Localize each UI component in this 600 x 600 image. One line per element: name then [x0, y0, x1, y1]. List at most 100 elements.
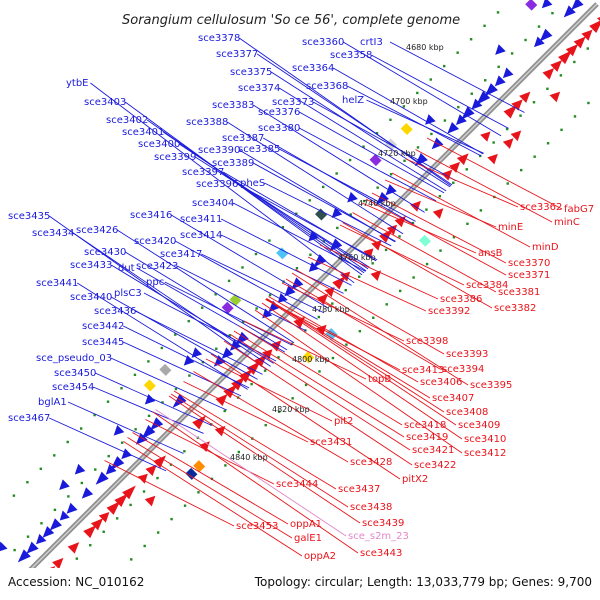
- gene-label[interactable]: sce3399: [154, 152, 196, 163]
- gene-label[interactable]: sce3435: [8, 211, 50, 222]
- gene-label[interactable]: sce3453: [236, 521, 278, 532]
- gene-label[interactable]: sce3404: [192, 198, 234, 209]
- gene-label[interactable]: sce3441: [36, 278, 78, 289]
- gene-label[interactable]: sce3440: [70, 292, 112, 303]
- gene-label[interactable]: sce3380: [258, 123, 300, 134]
- gene-label[interactable]: sce3450: [54, 368, 96, 379]
- gene-label[interactable]: sce3374: [238, 83, 280, 94]
- gene-label[interactable]: sce3395: [470, 380, 512, 391]
- gene-label[interactable]: sce3371: [508, 270, 550, 281]
- gene-label[interactable]: sce3401: [122, 127, 164, 138]
- gene-label[interactable]: sce3412: [464, 448, 506, 459]
- gene-label[interactable]: sce3442: [82, 321, 124, 332]
- gene-label[interactable]: sce3431: [310, 437, 352, 448]
- gene-label[interactable]: ansB: [478, 248, 503, 259]
- gene-label[interactable]: sce_s2m_23: [348, 531, 409, 542]
- gene-label[interactable]: sce3394: [442, 364, 484, 375]
- gene-label[interactable]: sce3417: [160, 249, 202, 260]
- gene-label[interactable]: sce3423: [136, 261, 178, 272]
- gene-label[interactable]: oppA2: [304, 551, 336, 562]
- gene-label[interactable]: sce3433: [70, 260, 112, 271]
- gene-label[interactable]: minC: [554, 217, 580, 228]
- label-leader-line: [332, 67, 484, 155]
- gene-label[interactable]: sce3428: [350, 457, 392, 468]
- tick-dot: [130, 558, 133, 561]
- gene-label[interactable]: ppc: [146, 277, 164, 288]
- gene-label[interactable]: pheS: [240, 178, 265, 189]
- gene-label[interactable]: sce3396: [196, 179, 238, 190]
- gene-label[interactable]: sce3406: [420, 377, 462, 388]
- gene-label[interactable]: sce3392: [428, 306, 470, 317]
- gene-label[interactable]: sce3383: [212, 100, 254, 111]
- gene-label[interactable]: sce3387: [222, 133, 264, 144]
- gene-label[interactable]: dut: [118, 263, 135, 274]
- gene-label[interactable]: sce3409: [458, 420, 500, 431]
- gene-label[interactable]: sce3410: [464, 434, 506, 445]
- gene-label[interactable]: sce3408: [446, 407, 488, 418]
- gene-label[interactable]: sce3385: [238, 144, 280, 155]
- label-leader-line: [127, 437, 293, 539]
- gene-label[interactable]: pitX2: [402, 474, 428, 485]
- gene-label[interactable]: sce3419: [406, 432, 448, 443]
- gene-label[interactable]: sce3360: [302, 37, 344, 48]
- gene-label[interactable]: sce3375: [230, 67, 272, 78]
- gene-label[interactable]: sce3418: [404, 420, 446, 431]
- gene-label[interactable]: crtI3: [360, 37, 383, 48]
- gene-label[interactable]: sce3430: [84, 247, 126, 258]
- gene-label[interactable]: sce3411: [180, 214, 222, 225]
- gene-label[interactable]: sce3434: [32, 228, 74, 239]
- gene-label[interactable]: sce3377: [216, 49, 258, 60]
- gene-label[interactable]: sce3445: [82, 337, 124, 348]
- gene-label[interactable]: sce3398: [406, 336, 448, 347]
- gene-label[interactable]: sce3426: [76, 225, 118, 236]
- gene-label[interactable]: sce3439: [362, 518, 404, 529]
- gene-label[interactable]: sce3400: [138, 139, 180, 150]
- gene-label[interactable]: sce3467: [8, 413, 50, 424]
- gene-label[interactable]: sce3437: [338, 484, 380, 495]
- gene-label[interactable]: sce3413: [402, 365, 444, 376]
- gene-label[interactable]: sce3416: [130, 210, 172, 221]
- gene-label[interactable]: sce3388: [186, 117, 228, 128]
- gene-label[interactable]: helZ: [342, 95, 364, 106]
- gene-label[interactable]: sce3370: [508, 258, 550, 269]
- gene-label[interactable]: sce3384: [466, 280, 508, 291]
- gene-label[interactable]: sce3364: [292, 63, 334, 74]
- gene-label[interactable]: sce3358: [330, 50, 372, 61]
- gene-label[interactable]: sce3436: [94, 306, 136, 317]
- gene-label[interactable]: sce3420: [134, 236, 176, 247]
- gene-label[interactable]: sce3373: [272, 97, 314, 108]
- gene-label[interactable]: sce3376: [258, 107, 300, 118]
- gene-label[interactable]: sce_pseudo_03: [36, 353, 112, 364]
- gene-label[interactable]: sce3390: [198, 145, 240, 156]
- gene-label[interactable]: sce3389: [212, 158, 254, 169]
- gene-label[interactable]: sce3368: [306, 81, 348, 92]
- gene-label[interactable]: sce3397: [182, 167, 224, 178]
- gene-label[interactable]: sce3382: [494, 303, 536, 314]
- tick-dot: [483, 24, 486, 28]
- gene-label[interactable]: sce3443: [360, 548, 402, 559]
- gene-label[interactable]: ytbE: [66, 78, 89, 89]
- gene-label[interactable]: oppA1: [290, 519, 322, 530]
- gene-label[interactable]: fabG7: [564, 204, 594, 215]
- gene-label[interactable]: sce3402: [106, 115, 148, 126]
- gene-label[interactable]: sce3422: [414, 460, 456, 471]
- gene-label[interactable]: topB: [368, 374, 391, 385]
- gene-label[interactable]: sce3414: [180, 230, 222, 241]
- gene-label[interactable]: sce3444: [276, 479, 318, 490]
- gene-label[interactable]: sce3403: [84, 97, 126, 108]
- gene-label[interactable]: plsC3: [114, 288, 142, 299]
- gene-label[interactable]: sce3454: [52, 382, 94, 393]
- gene-label[interactable]: sce3386: [440, 294, 482, 305]
- gene-label[interactable]: bglA1: [38, 397, 67, 408]
- gene-label[interactable]: sce3438: [350, 502, 392, 513]
- gene-label[interactable]: minD: [532, 242, 559, 253]
- gene-label[interactable]: sce3393: [446, 349, 488, 360]
- gene-label[interactable]: pit2: [334, 416, 353, 427]
- gene-label[interactable]: sce3381: [498, 287, 540, 298]
- gene-label[interactable]: galE1: [294, 533, 322, 544]
- gene-label[interactable]: sce3378: [198, 33, 240, 44]
- gene-label[interactable]: minE: [498, 222, 523, 233]
- gene-label[interactable]: sce3421: [412, 445, 454, 456]
- gene-label[interactable]: sce3407: [432, 393, 474, 404]
- gene-label[interactable]: sce3362: [520, 202, 562, 213]
